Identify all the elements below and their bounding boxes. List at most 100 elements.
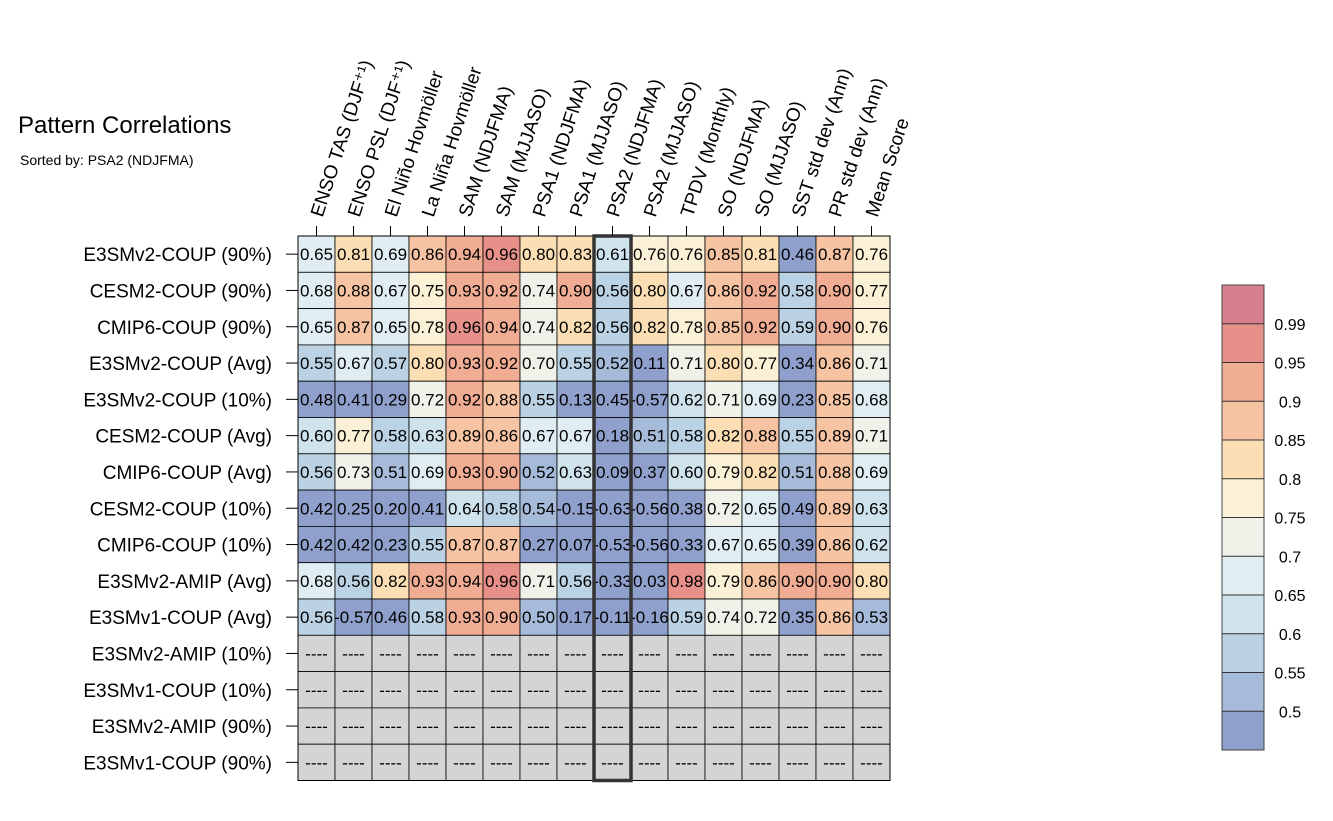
cell-value-label: 0.13 [559,390,592,409]
cell-value-label: ---- [379,717,402,736]
heatmap-cell [556,707,595,745]
cell-value-label: 0.51 [633,427,666,446]
cell-value-label: 0.79 [707,572,740,591]
cell-value-label: 0.68 [855,390,888,409]
heatmap-cell [556,562,595,600]
heatmap-cell [593,526,632,564]
cell-value-label: 0.63 [855,499,888,518]
row-label: E3SMv2-COUP (90%) [83,245,272,266]
cell-value-label: 0.39 [781,536,814,555]
heatmap-cell [741,526,780,564]
cell-value-label: 0.42 [300,536,333,555]
cell-value-label: 0.54 [522,499,555,518]
heatmap-cell [815,271,854,309]
row-label: E3SMv1-COUP (10%) [83,681,272,702]
heatmap-cell [297,598,336,636]
cell-value-label: 0.83 [559,245,592,264]
cell-value-label: 0.80 [633,281,666,300]
cell-value-label: ---- [749,644,772,663]
heatmap-cell [445,417,484,455]
cell-value-label: 0.62 [855,536,888,555]
cell-value-label: ---- [823,753,846,772]
row-label: CMIP6-COUP (90%) [97,318,272,339]
cell-value-label: 0.86 [707,281,740,300]
heatmap-cell [593,489,632,527]
cell-value-label: 0.56 [596,281,629,300]
cell-value-label: -0.11 [594,608,632,627]
heatmap-cell [556,743,595,781]
heatmap-cell [667,562,706,600]
heatmap-cell [778,344,817,382]
cell-value-label: 0.88 [744,427,777,446]
heatmap-cell [408,634,447,672]
heatmap-cell [519,671,558,709]
cell-value-label: 0.87 [818,245,851,264]
cell-value-label: 0.92 [744,281,777,300]
cell-value-label: 0.80 [522,245,555,264]
cell-value-label: 0.65 [300,245,333,264]
heatmap-cell [778,489,817,527]
cell-value-label: 0.71 [855,354,888,373]
colorbar-label: 0.85 [1274,433,1305,450]
cell-value-label: 0.94 [448,245,481,264]
heatmap-cell [630,380,669,418]
colorbar-segment [1222,401,1264,440]
cell-value-label: 0.52 [522,463,555,482]
heatmap-cell [371,562,410,600]
heatmap-cell [334,271,373,309]
colorbar-segment [1222,362,1264,402]
heatmap-cell [297,743,336,781]
cell-value-label: ---- [379,644,402,663]
row-label: CMIP6-COUP (Avg) [103,463,272,484]
colorbar-label: 0.55 [1274,666,1305,683]
cell-value-label: 0.86 [818,536,851,555]
cell-value-label: 0.56 [300,463,333,482]
cell-value-label: ---- [675,753,698,772]
cell-value-label: ---- [342,681,365,700]
heatmap-cell [334,707,373,745]
cell-value-label: 0.67 [707,536,740,555]
cell-value-label: 0.96 [485,245,518,264]
cell-value-label: ---- [601,717,624,736]
cell-value-label: ---- [453,644,476,663]
cell-value-label: ---- [305,644,328,663]
cell-value-label: -0.16 [630,608,669,627]
cell-value-label: ---- [638,644,661,663]
cell-value-label: -0.63 [593,499,632,518]
heatmap-cell [519,271,558,309]
heatmap-cell [556,634,595,672]
cell-value-label: 0.93 [448,463,481,482]
cell-value-label: 0.64 [448,499,481,518]
heatmap-cell [741,598,780,636]
cell-value-label: 0.33 [670,536,703,555]
heatmap-cell [556,526,595,564]
heatmap-cell [778,707,817,745]
cell-value-label: 0.85 [818,390,851,409]
colorbar-label: 0.99 [1274,317,1305,334]
heatmap-cell [704,743,743,781]
cell-value-label: 0.46 [781,245,814,264]
heatmap-cell [334,489,373,527]
cell-value-label: ---- [860,753,883,772]
cell-value-label: ---- [527,753,550,772]
heatmap-cell [815,417,854,455]
heatmap-cell [741,271,780,309]
cell-value-label: -0.15 [556,499,595,518]
cell-value-label: 0.90 [485,608,518,627]
heatmap-cell [297,707,336,745]
cell-value-label: 0.73 [337,463,370,482]
heatmap-cell [778,743,817,781]
row-label: E3SMv2-AMIP (Avg) [97,572,272,593]
cell-value-label: ---- [675,717,698,736]
cell-value-label: 0.68 [300,572,333,591]
heatmap-cell [408,453,447,491]
row-label: E3SMv2-COUP (10%) [83,390,272,411]
cell-value-label: ---- [749,681,772,700]
cell-value-label: 0.93 [448,354,481,373]
cell-value-label: 0.92 [485,281,518,300]
cell-value-label: 0.46 [374,608,407,627]
heatmap-cell [593,707,632,745]
cell-value-label: 0.55 [559,354,592,373]
cell-value-label: 0.71 [707,390,740,409]
